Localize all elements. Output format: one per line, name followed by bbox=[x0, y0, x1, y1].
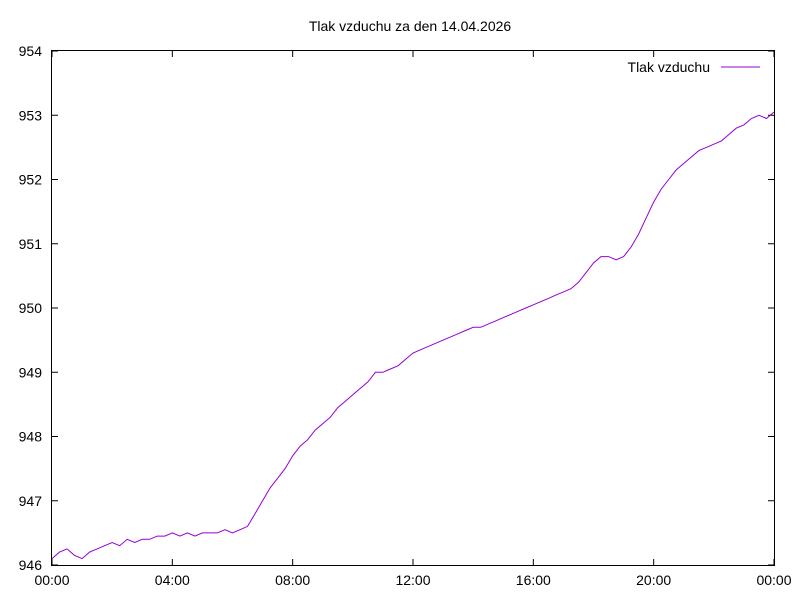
y-tick-label: 952 bbox=[19, 172, 43, 188]
x-tick-label: 00:00 bbox=[756, 572, 791, 588]
y-tick-label: 954 bbox=[19, 43, 43, 59]
y-axis-tick-labels: 946 947 948 949 950 951 952 953 954 bbox=[19, 43, 43, 573]
x-tick-label: 20:00 bbox=[636, 572, 671, 588]
x-tick-label: 16:00 bbox=[516, 572, 551, 588]
x-tick-label: 04:00 bbox=[155, 572, 190, 588]
y-tick-label: 953 bbox=[19, 107, 43, 123]
legend: Tlak vzduchu bbox=[628, 59, 760, 75]
x-tick-label: 08:00 bbox=[275, 572, 310, 588]
y-tick-label: 947 bbox=[19, 493, 43, 509]
plot-frame bbox=[51, 50, 775, 566]
y-tick-label: 951 bbox=[19, 236, 43, 252]
y-tick-label: 949 bbox=[19, 364, 43, 380]
chart-title: Tlak vzduchu za den 14.04.2026 bbox=[309, 18, 512, 34]
y-tick-label: 948 bbox=[19, 429, 43, 445]
x-axis-tick-labels: 00:00 04:00 08:00 12:00 16:00 20:00 00:00 bbox=[34, 572, 791, 588]
axis-ticks bbox=[51, 50, 775, 566]
x-tick-label: 12:00 bbox=[395, 572, 430, 588]
y-tick-label: 950 bbox=[19, 300, 43, 316]
legend-label: Tlak vzduchu bbox=[628, 59, 710, 75]
series-line-tlak-vzduchu bbox=[51, 111, 775, 560]
y-tick-label: 946 bbox=[19, 557, 43, 573]
x-tick-label: 00:00 bbox=[34, 572, 69, 588]
